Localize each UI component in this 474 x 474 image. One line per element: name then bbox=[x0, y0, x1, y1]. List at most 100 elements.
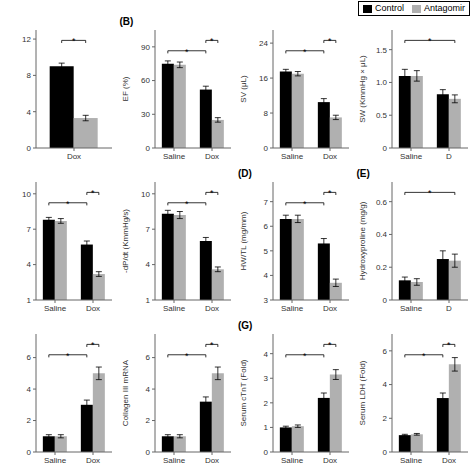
svg-text:1.5: 1.5 bbox=[375, 46, 387, 55]
svg-text:2: 2 bbox=[264, 399, 269, 408]
svg-text:1: 1 bbox=[27, 296, 32, 305]
svg-text:Saline: Saline bbox=[399, 456, 422, 465]
svg-text:*: * bbox=[328, 36, 332, 46]
svg-text:5: 5 bbox=[264, 247, 269, 256]
svg-text:*: * bbox=[303, 199, 307, 209]
svg-text:HW/TL (mg/mm): HW/TL (mg/mm) bbox=[239, 211, 248, 270]
svg-text:*: * bbox=[303, 351, 307, 361]
svg-text:Saline: Saline bbox=[162, 304, 185, 313]
svg-text:Serum cTnT (Fold): Serum cTnT (Fold) bbox=[239, 359, 248, 426]
svg-text:Hydroxyproline (mg/g): Hydroxyproline (mg/g) bbox=[358, 201, 367, 280]
svg-text:24: 24 bbox=[259, 39, 268, 48]
svg-text:0: 0 bbox=[382, 144, 387, 153]
svg-text:Dox: Dox bbox=[204, 152, 218, 161]
svg-text:Saline: Saline bbox=[399, 304, 422, 313]
svg-text:*: * bbox=[91, 340, 95, 350]
svg-text:0: 0 bbox=[382, 296, 387, 305]
svg-text:Dox: Dox bbox=[441, 456, 455, 465]
svg-text:0: 0 bbox=[382, 448, 387, 457]
svg-text:*: * bbox=[428, 188, 432, 198]
svg-text:3: 3 bbox=[264, 374, 269, 383]
svg-text:0: 0 bbox=[145, 144, 150, 153]
svg-text:Saline: Saline bbox=[44, 304, 67, 313]
svg-text:12: 12 bbox=[22, 35, 31, 44]
svg-text:*: * bbox=[66, 351, 70, 361]
svg-text:0: 0 bbox=[27, 448, 32, 457]
svg-text:Dox: Dox bbox=[204, 456, 218, 465]
svg-text:Serum LDH (Fold): Serum LDH (Fold) bbox=[358, 360, 367, 425]
svg-text:4: 4 bbox=[27, 385, 32, 394]
svg-text:90: 90 bbox=[141, 43, 150, 52]
svg-text:Saline: Saline bbox=[281, 304, 304, 313]
svg-text:Dox: Dox bbox=[323, 456, 337, 465]
svg-text:10: 10 bbox=[141, 190, 150, 199]
svg-text:*: * bbox=[66, 199, 70, 209]
svg-text:*: * bbox=[447, 340, 451, 350]
svg-text:*: * bbox=[328, 340, 332, 350]
svg-text:7: 7 bbox=[145, 225, 150, 234]
svg-text:Dox: Dox bbox=[204, 304, 218, 313]
svg-text:6: 6 bbox=[145, 353, 150, 362]
svg-text:*: * bbox=[328, 188, 332, 198]
svg-text:4: 4 bbox=[27, 108, 32, 117]
svg-text:60: 60 bbox=[141, 76, 150, 85]
svg-text:4: 4 bbox=[145, 385, 150, 394]
svg-text:0: 0 bbox=[27, 144, 32, 153]
svg-text:Dox: Dox bbox=[67, 152, 81, 161]
svg-text:4: 4 bbox=[382, 380, 387, 389]
svg-text:6: 6 bbox=[27, 353, 32, 362]
svg-text:Saline: Saline bbox=[162, 456, 185, 465]
svg-text:Saline: Saline bbox=[281, 456, 304, 465]
svg-text:4: 4 bbox=[145, 260, 150, 269]
svg-text:Collagen III mRNA: Collagen III mRNA bbox=[121, 359, 130, 426]
svg-text:D: D bbox=[446, 152, 452, 161]
svg-text:*: * bbox=[303, 47, 307, 57]
svg-text:Dox: Dox bbox=[323, 304, 337, 313]
svg-text:4: 4 bbox=[264, 350, 269, 359]
svg-text:Saline: Saline bbox=[281, 152, 304, 161]
svg-text:1: 1 bbox=[145, 296, 150, 305]
svg-text:*: * bbox=[185, 351, 189, 361]
svg-text:Saline: Saline bbox=[162, 152, 185, 161]
svg-text:Dox: Dox bbox=[323, 152, 337, 161]
svg-text:*: * bbox=[428, 36, 432, 46]
svg-text:0.6: 0.6 bbox=[375, 198, 387, 207]
svg-text:6: 6 bbox=[264, 222, 269, 231]
svg-text:SW (KmmHg × μL): SW (KmmHg × μL) bbox=[358, 55, 367, 123]
svg-text:Dox: Dox bbox=[86, 304, 100, 313]
svg-text:3: 3 bbox=[264, 296, 269, 305]
svg-text:Saline: Saline bbox=[399, 152, 422, 161]
svg-text:*: * bbox=[210, 188, 214, 198]
svg-text:8: 8 bbox=[264, 109, 269, 118]
svg-text:Dox: Dox bbox=[86, 456, 100, 465]
svg-text:2: 2 bbox=[27, 416, 32, 425]
svg-text:*: * bbox=[210, 340, 214, 350]
svg-text:Saline: Saline bbox=[44, 456, 67, 465]
svg-text:8: 8 bbox=[27, 71, 32, 80]
svg-text:0: 0 bbox=[145, 448, 150, 457]
svg-text:*: * bbox=[72, 36, 76, 46]
svg-text:7: 7 bbox=[264, 198, 269, 207]
svg-text:*: * bbox=[91, 188, 95, 198]
svg-text:EF (%): EF (%) bbox=[121, 76, 130, 101]
svg-text:2: 2 bbox=[145, 416, 150, 425]
svg-text:-dP/dt (KmmHg/s): -dP/dt (KmmHg/s) bbox=[121, 209, 130, 273]
svg-text:*: * bbox=[185, 47, 189, 57]
svg-text:D: D bbox=[446, 304, 452, 313]
svg-text:30: 30 bbox=[141, 110, 150, 119]
svg-text:16: 16 bbox=[259, 74, 268, 83]
svg-text:SV (μL): SV (μL) bbox=[239, 75, 248, 103]
svg-text:0: 0 bbox=[264, 448, 269, 457]
svg-text:0: 0 bbox=[264, 144, 269, 153]
svg-text:7: 7 bbox=[27, 225, 32, 234]
svg-text:4: 4 bbox=[264, 271, 269, 280]
svg-text:1.0: 1.0 bbox=[375, 78, 387, 87]
svg-text:0.4: 0.4 bbox=[375, 230, 387, 239]
svg-text:*: * bbox=[422, 351, 426, 361]
svg-text:4: 4 bbox=[27, 260, 32, 269]
svg-text:6: 6 bbox=[382, 347, 387, 356]
svg-text:*: * bbox=[185, 199, 189, 209]
svg-text:0.5: 0.5 bbox=[375, 111, 387, 120]
svg-text:0.2: 0.2 bbox=[375, 263, 387, 272]
svg-text:1: 1 bbox=[264, 423, 269, 432]
